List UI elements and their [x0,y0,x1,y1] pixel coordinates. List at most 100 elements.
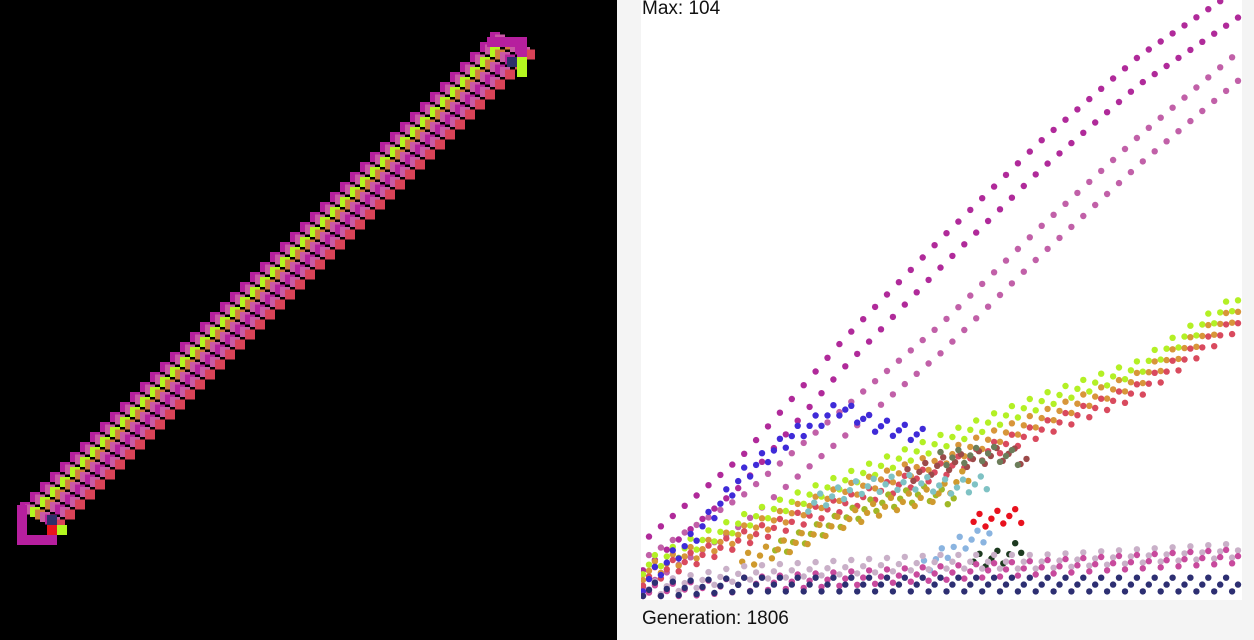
data-point [1109,397,1117,404]
data-point [1115,552,1123,560]
grid-cell [507,57,517,67]
data-point [1002,581,1010,588]
data-point [996,438,1004,445]
data-point [675,555,682,562]
data-point [1169,30,1176,37]
data-point [840,524,847,532]
data-point [842,564,849,571]
data-point [854,588,861,595]
data-point [1234,77,1242,85]
data-point [938,545,945,552]
data-point [1092,555,1099,562]
data-point [1222,321,1230,328]
data-point [812,574,819,581]
data-point [901,565,908,572]
data-point [1074,400,1081,407]
data-point [1133,54,1141,62]
data-point [887,494,895,501]
data-point [830,442,837,449]
data-point [1103,395,1111,402]
data-point [645,567,653,574]
data-point [1163,62,1170,70]
grid-cell [165,409,175,420]
data-point [883,574,891,581]
data-point [1127,367,1135,374]
data-point [681,579,688,587]
data-point [818,515,825,522]
data-point [931,457,938,465]
data-point [1234,320,1242,327]
data-point [1133,574,1141,581]
data-point [858,490,865,498]
data-point [895,427,903,434]
data-point [1020,405,1027,412]
data-point [806,491,813,498]
data-point [693,584,700,592]
data-point [895,357,903,364]
grid-canvas [17,32,535,545]
data-point [962,545,969,552]
data-point [1020,182,1027,190]
data-point [794,559,801,567]
data-point [1127,168,1135,176]
data-point [746,514,754,521]
grid-cell [47,515,57,525]
data-point [806,581,813,588]
data-point [863,509,871,516]
data-point [996,206,1004,213]
data-point [1032,256,1039,264]
grid-cell [185,389,195,400]
data-point [1032,565,1039,572]
data-point [1068,394,1075,401]
data-point [782,483,789,491]
data-point [1211,588,1218,595]
data-point [1038,137,1045,144]
data-point [735,581,742,588]
data-point [893,506,901,514]
data-point [1014,160,1022,167]
data-point [746,533,754,540]
data-point [800,573,807,580]
data-point [770,447,778,454]
data-point [935,490,942,497]
data-point [907,578,914,585]
data-point [1133,381,1141,388]
data-point [834,513,841,520]
data-point [846,515,853,523]
data-point [996,421,1004,428]
grid-cell [115,459,125,470]
data-point [1068,421,1075,428]
data-point [860,581,867,588]
data-point [877,562,885,569]
data-point [717,500,724,507]
data-point [965,477,972,485]
data-point [1044,245,1051,253]
data-point [794,500,801,508]
data-point [1002,257,1010,264]
data-point [955,574,962,581]
data-point [1080,554,1087,562]
data-point [1127,379,1135,386]
data-point [955,218,962,225]
data-point [1092,379,1099,386]
data-point [1006,512,1013,520]
data-point [1121,566,1129,573]
data-point [937,350,944,357]
data-point [705,508,712,516]
data-point [1121,560,1129,567]
data-point [860,563,867,570]
population-chart [641,0,1242,600]
data-point [967,452,974,459]
data-point [746,576,754,583]
data-point [953,479,960,486]
data-point [1217,64,1224,71]
grid-cell [305,269,315,280]
data-point [877,581,885,588]
data-point [693,537,700,544]
data-point [943,230,950,237]
data-point [794,509,801,516]
data-point [937,574,944,581]
data-point [1234,581,1242,588]
data-point [824,354,831,361]
data-point [996,565,1004,572]
